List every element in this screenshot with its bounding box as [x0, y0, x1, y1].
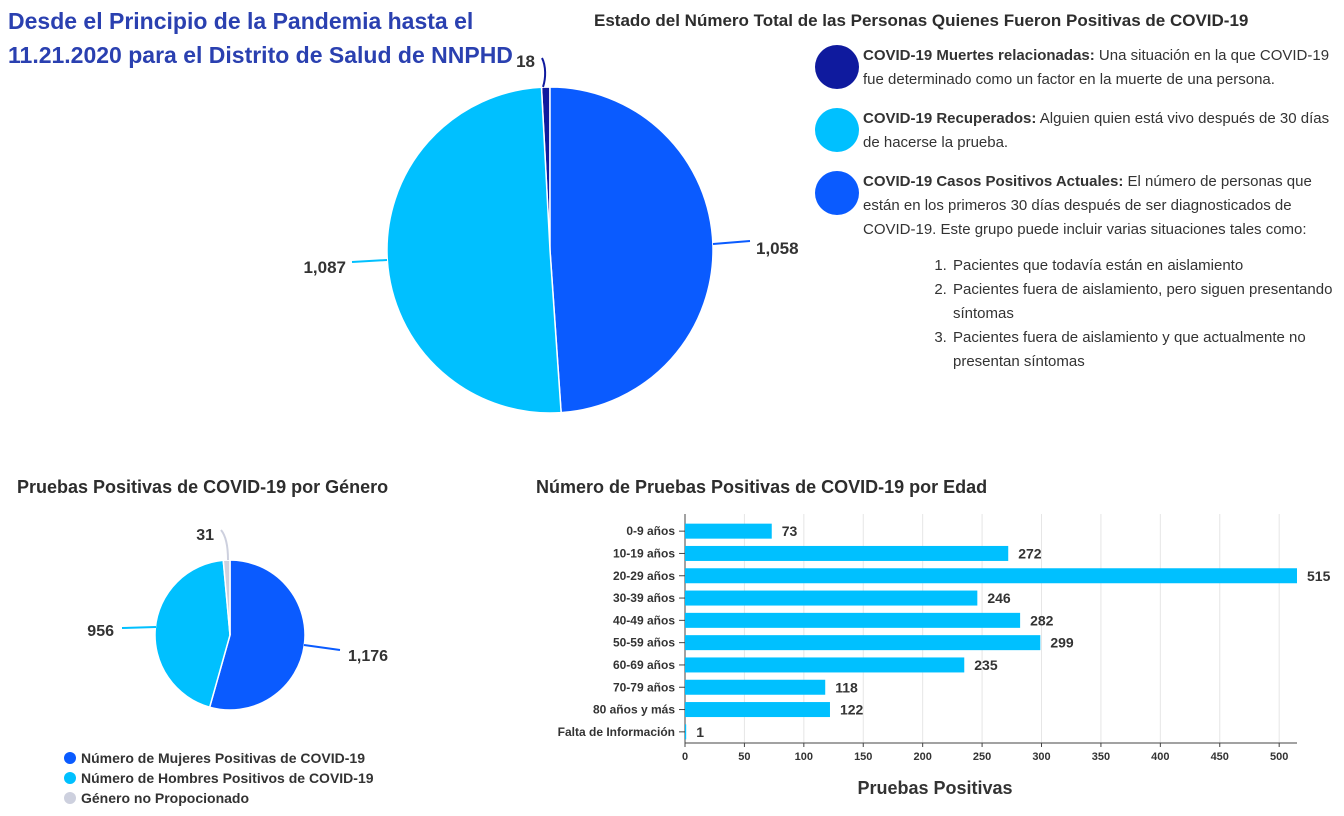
bar	[685, 612, 1021, 628]
legend-entry-deaths: COVID-19 Muertes relacionadas: Una situa…	[815, 44, 1340, 92]
leader-line	[121, 626, 157, 629]
pie-slice-n-mero-de-hombres-positivos-de-covid-19	[154, 559, 231, 709]
x-tick-label: 50	[738, 751, 750, 763]
x-tick-label: 100	[795, 751, 813, 763]
value-label: 282	[1030, 612, 1054, 628]
bar	[685, 523, 772, 539]
value-label: 235	[974, 657, 998, 673]
legend-entry-recovered: COVID-19 Recuperados: Alguien quien está…	[815, 107, 1340, 155]
legend-text-active: El número de personas que están en los p…	[863, 173, 1312, 238]
category-label: 40-49 años	[613, 613, 675, 627]
legend-text-recovered: Alguien quien está vivo después de 30 dí…	[863, 110, 1330, 151]
gender-legend-item-men: Número de Hombres Positivos de COVID-19	[64, 768, 374, 788]
gender-legend-item-unknown: Género no Propocionado	[64, 788, 374, 808]
leader-line	[712, 240, 751, 245]
leader-line	[303, 644, 341, 651]
status-chart-title: Estado del Número Total de las Personas …	[594, 11, 1249, 30]
value-label: 73	[782, 523, 798, 539]
list-item: Pacientes que todavía están en aislamien…	[951, 254, 1340, 278]
active-cases-situations-list: Pacientes que todavía están en aislamien…	[863, 254, 1340, 374]
value-label: 515	[1307, 568, 1331, 584]
legend-dot-women	[64, 752, 76, 764]
value-label: 299	[1050, 635, 1074, 651]
category-label: 60-69 años	[613, 658, 675, 672]
category-label: 80 años y más	[593, 703, 675, 717]
page-title: Desde el Principio de la Pandemia hasta …	[8, 8, 513, 68]
bar	[685, 724, 687, 740]
list-item: Pacientes fuera de aislamiento, pero sig…	[951, 278, 1340, 326]
value-label: 1	[696, 724, 704, 740]
bar	[685, 657, 965, 673]
leader-line	[541, 57, 547, 88]
legend-entry-active: COVID-19 Casos Positivos Actuales: El nú…	[815, 170, 1340, 374]
leader-line	[220, 529, 229, 561]
x-tick-label: 150	[854, 751, 872, 763]
bar	[685, 635, 1041, 651]
gender-legend: Número de Mujeres Positivas de COVID-19 …	[64, 748, 374, 808]
bar	[685, 590, 978, 606]
x-tick-label: 500	[1270, 751, 1288, 763]
bar	[685, 545, 1009, 561]
gender-legend-label: Género no Propocionado	[81, 790, 250, 806]
x-tick-label: 450	[1211, 751, 1229, 763]
bar	[685, 679, 826, 695]
data-label: 956	[87, 623, 114, 640]
legend-title-deaths: COVID-19 Muertes relacionadas:	[863, 47, 1095, 64]
x-tick-label: 200	[913, 751, 931, 763]
x-tick-label: 300	[1032, 751, 1050, 763]
category-label: 30-39 años	[613, 591, 675, 605]
data-label: 1,087	[303, 258, 346, 277]
value-label: 246	[987, 590, 1011, 606]
pie-slice-covid-19-casos-positivos-actuales	[549, 86, 714, 414]
value-label: 118	[835, 679, 858, 695]
data-label: 31	[196, 527, 214, 544]
legend-dot-recovered	[815, 108, 859, 152]
category-label: 70-79 años	[613, 680, 675, 694]
value-label: 272	[1018, 545, 1042, 561]
gender-chart-title: Pruebas Positivas de COVID-19 por Género	[17, 477, 389, 497]
legend-dot-deaths	[815, 45, 859, 89]
x-tick-label: 0	[682, 751, 688, 763]
legend-dot-unknown	[64, 792, 76, 804]
x-tick-label: 250	[973, 751, 991, 763]
category-label: 50-59 años	[613, 636, 675, 650]
category-label: Falta de Información	[558, 725, 675, 739]
list-item: Pacientes fuera de aislamiento y que act…	[951, 326, 1340, 374]
x-axis-title: Pruebas Positivas	[857, 778, 1012, 798]
legend-title-active: COVID-19 Casos Positivos Actuales:	[863, 173, 1124, 190]
value-label: 122	[840, 702, 864, 718]
pie-slice-g-nero-no-propocionado	[222, 559, 231, 636]
legend-dot-active	[815, 171, 859, 215]
x-tick-label: 400	[1151, 751, 1169, 763]
gender-legend-label: Número de Hombres Positivos de COVID-19	[81, 770, 374, 786]
bar	[685, 568, 1297, 584]
legend-text-deaths: Una situación en la que COVID-19 fue det…	[863, 47, 1330, 88]
legend-title-recovered: COVID-19 Recuperados:	[863, 110, 1037, 127]
status-legend: COVID-19 Muertes relacionadas: Una situa…	[815, 44, 1340, 389]
bar	[685, 702, 830, 718]
age-chart-title: Número de Pruebas Positivas de COVID-19 …	[536, 477, 988, 497]
x-tick-label: 350	[1092, 751, 1110, 763]
gender-legend-item-women: Número de Mujeres Positivas de COVID-19	[64, 748, 374, 768]
leader-line	[351, 259, 388, 263]
data-label: 18	[516, 52, 535, 71]
gender-legend-label: Número de Mujeres Positivas de COVID-19	[81, 750, 365, 766]
category-label: 0-9 años	[626, 524, 675, 538]
legend-dot-men	[64, 772, 76, 784]
data-label: 1,058	[756, 239, 799, 258]
data-label: 1,176	[348, 648, 388, 665]
category-label: 10-19 años	[613, 546, 675, 560]
category-label: 20-29 años	[613, 569, 675, 583]
pie-slice-covid-19-recuperados	[386, 86, 562, 414]
